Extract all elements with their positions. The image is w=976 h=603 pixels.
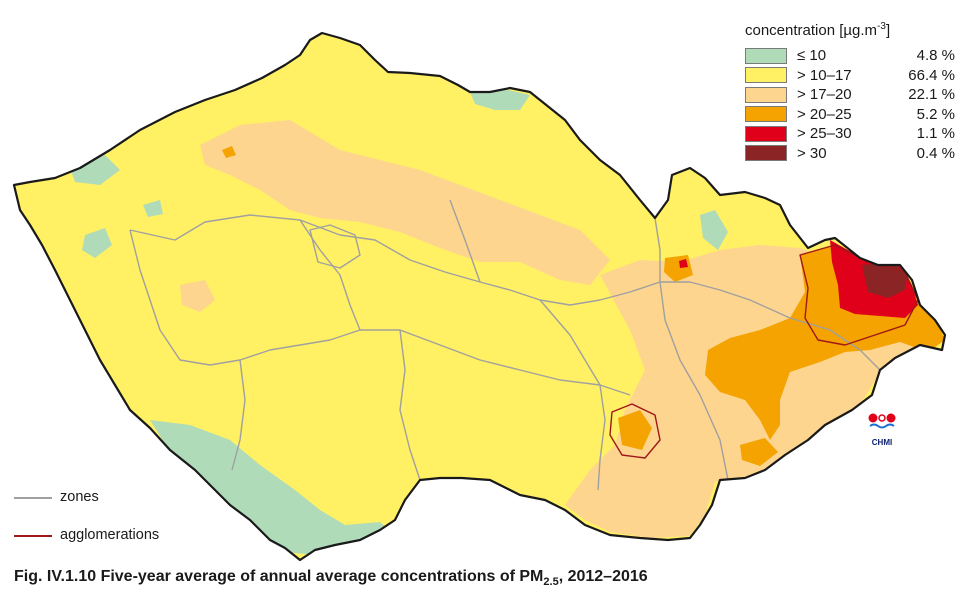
concentration-legend: concentration [µg.m-3] ≤ 10 4.8 % > 10–1… [745, 18, 965, 163]
legend-percent: 5.2 % [916, 105, 955, 123]
zone-line-1 [129, 214, 690, 306]
class-le10-krusne [70, 155, 120, 185]
legend-percent: 1.1 % [916, 125, 955, 143]
legend-item-10-17: > 10–17 66.4 % [745, 66, 965, 86]
zone-line-5 [539, 299, 606, 491]
legend-item-25-30: > 25–30 1.1 % [745, 124, 965, 144]
class-le10-krkonose [470, 88, 530, 110]
agglomerations-legend: agglomerations [14, 527, 159, 543]
agglomerations-legend-label: agglomerations [60, 527, 160, 543]
zone-line-7 [689, 281, 791, 319]
class-17-20-region-north [200, 120, 610, 285]
legend-range: > 17–20 [797, 86, 852, 104]
legend-item-le10: ≤ 10 4.8 % [745, 46, 965, 66]
zone-line-3 [299, 219, 361, 331]
legend-swatch [745, 47, 787, 64]
legend-range: > 30 [797, 144, 827, 162]
legend-swatch [745, 86, 787, 103]
zone-line-10 [129, 229, 241, 366]
legend-swatch [745, 67, 787, 84]
chmi-logo: CHMI [866, 412, 898, 447]
legend-percent: 22.1 % [908, 86, 955, 104]
zone-line-12 [309, 224, 361, 269]
zone-line-8 [231, 359, 246, 471]
legend-title: concentration [µg.m-3] [745, 21, 891, 39]
agglomeration-brno [609, 403, 661, 459]
legend-item-gt30: > 30 0.4 % [745, 144, 965, 164]
legend-percent: 0.4 % [916, 144, 955, 162]
zone-line-2 [239, 329, 631, 396]
zone-line-9 [399, 329, 421, 481]
zones-legend-label: zones [60, 489, 99, 505]
legend-percent: 66.4 % [908, 66, 955, 84]
chmi-logo-icon [868, 413, 896, 429]
zone-boundaries [129, 199, 881, 491]
class-gt30-core [862, 262, 908, 298]
chmi-logo-text: CHMI [871, 438, 893, 447]
legend-item-20-25: > 20–25 5.2 % [745, 105, 965, 125]
legend-range: ≤ 10 [797, 47, 827, 65]
class-le10-jeseniky [700, 210, 728, 250]
class-25-30-patch [679, 259, 688, 268]
legend-swatch [745, 145, 787, 162]
legend-swatch [745, 125, 787, 142]
class-le10-sumava [150, 420, 395, 555]
class-17-20-patch-west [180, 280, 215, 312]
zone-line-4 [449, 199, 481, 283]
zone-line-11 [789, 317, 881, 371]
legend-range: > 10–17 [797, 66, 852, 84]
legend-percent: 4.8 % [916, 47, 955, 65]
class-le10-patch-1 [82, 228, 112, 258]
class-20-25-patch-north [222, 146, 236, 158]
legend-swatch [745, 106, 787, 123]
legend-item-17-20: > 17–20 22.1 % [745, 85, 965, 105]
zone-line-6 [654, 217, 729, 481]
legend-range: > 20–25 [797, 105, 852, 123]
class-20-25-patch-south [740, 438, 778, 466]
class-le10-patch-2 [143, 200, 163, 217]
legend-range: > 25–30 [797, 125, 852, 143]
figure-caption: Fig. IV.1.10 Five-year average of annual… [14, 568, 648, 589]
zones-legend: zones [14, 489, 99, 505]
class-20-25-brno [618, 410, 652, 450]
